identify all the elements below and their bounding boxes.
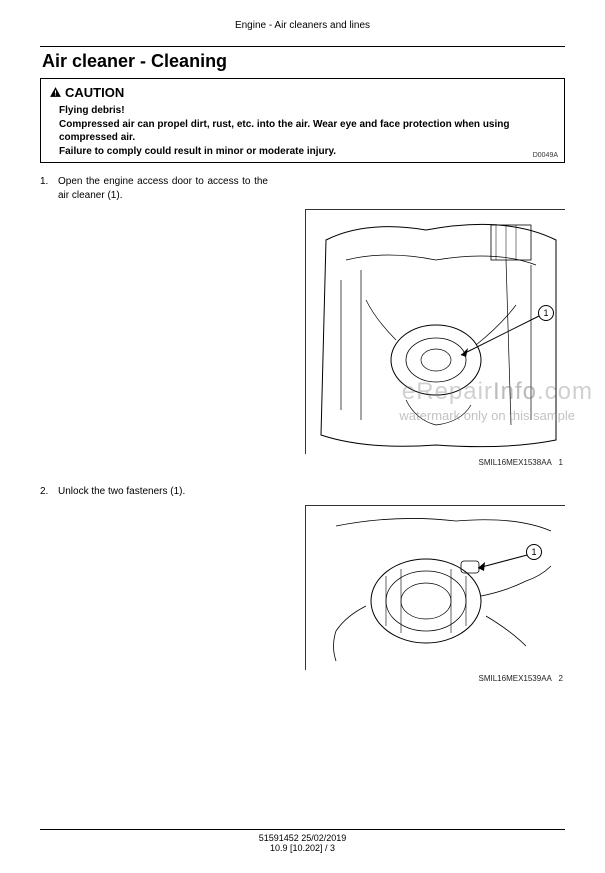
caution-line2: Compressed air can propel dirt, rust, et… — [59, 118, 556, 145]
caution-label: CAUTION — [65, 85, 124, 100]
warning-triangle-icon — [49, 86, 62, 99]
figure-1-caption: SMIL16MEX1538AA 1 — [40, 458, 565, 467]
figure-1-idx: 1 — [559, 458, 563, 467]
caution-line3: Failure to comply could result in minor … — [59, 145, 556, 159]
caution-body: Flying debris! Compressed air can propel… — [49, 104, 556, 158]
air-cleaner-fastener-illustration — [306, 506, 566, 671]
footer-page: 10.9 [10.202] / 3 — [0, 843, 605, 853]
figure-2: 1 — [305, 505, 565, 670]
callout-1: 1 — [538, 305, 554, 321]
step-number: 2. — [40, 485, 58, 499]
caution-code: D0049A — [533, 152, 558, 159]
step-2: 2. Unlock the two fasteners (1). — [40, 485, 565, 499]
header-breadcrumb: Engine - Air cleaners and lines — [40, 20, 565, 31]
rule-top — [40, 46, 565, 47]
figure-1: 1 — [305, 209, 565, 454]
engine-compartment-illustration — [306, 210, 566, 455]
caution-box: CAUTION Flying debris! Compressed air ca… — [40, 78, 565, 163]
caution-heading: CAUTION — [49, 85, 556, 100]
callout-1: 1 — [526, 544, 542, 560]
footer-ref: 51591452 25/02/2019 — [0, 833, 605, 843]
figure-2-wrap: 1 — [40, 505, 565, 670]
figure-2-code: SMIL16MEX1539AA — [479, 674, 552, 683]
figure-2-idx: 2 — [559, 674, 563, 683]
figure-2-caption: SMIL16MEX1539AA 2 — [40, 674, 565, 683]
step-1: 1. Open the engine access door to access… — [40, 175, 565, 203]
step-number: 1. — [40, 175, 58, 203]
figure-1-wrap: 1 — [40, 209, 565, 454]
footer-rule — [40, 829, 565, 830]
figure-1-code: SMIL16MEX1538AA — [479, 458, 552, 467]
caution-line1: Flying debris! — [59, 104, 556, 118]
page-title: Air cleaner - Cleaning — [40, 51, 565, 72]
step-text: Open the engine access door to access to… — [58, 175, 268, 203]
step-text: Unlock the two fasteners (1). — [58, 485, 268, 499]
page-footer: 51591452 25/02/2019 10.9 [10.202] / 3 — [0, 829, 605, 853]
